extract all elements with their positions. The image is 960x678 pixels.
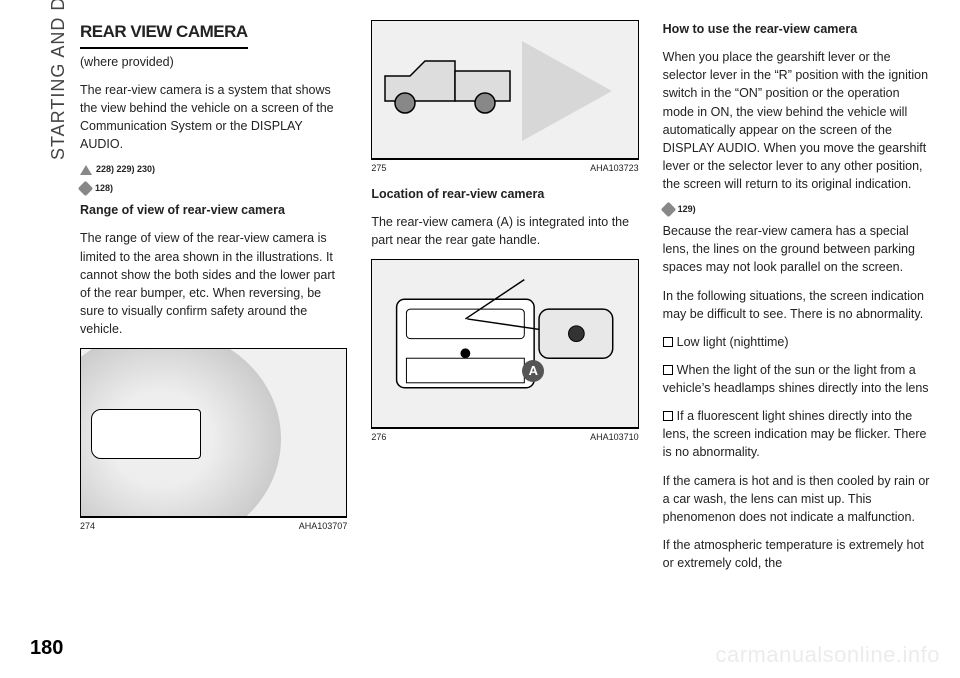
bullet-1-text: Low light (nighttime) — [677, 335, 789, 349]
bullet-2-text: When the light of the sun or the light f… — [663, 363, 929, 395]
page-number: 180 — [30, 637, 63, 660]
range-body: The range of view of the rear-view camer… — [80, 229, 347, 338]
howto-p2: Because the rear-view camera has a speci… — [663, 222, 930, 276]
figure-275-caption: 275 AHA103723 — [371, 162, 638, 175]
checkbox-icon — [663, 337, 673, 347]
warning-icon — [80, 165, 92, 175]
where-provided: (where provided) — [80, 53, 347, 71]
warning-refs: 228) 229) 230) — [80, 163, 347, 176]
column-3: How to use the rear-view camera When you… — [663, 20, 930, 620]
fig-276-num: 276 — [371, 431, 386, 444]
note-refs-129: 129) — [663, 203, 930, 216]
fig-274-num: 274 — [80, 520, 95, 533]
howto-p1: When you place the gearshift lever or th… — [663, 48, 930, 193]
column-2: 275 AHA103723 Location of rear-view came… — [371, 20, 638, 620]
checkbox-icon — [663, 411, 673, 421]
note-ref-number: 128) — [95, 182, 113, 195]
howto-p5: If the atmospheric temperature is extrem… — [663, 536, 930, 572]
fig-275-code: AHA103723 — [590, 162, 639, 175]
fig-276-code: AHA103710 — [590, 431, 639, 444]
bullet-2: When the light of the sun or the light f… — [663, 361, 930, 397]
howto-p4: If the camera is hot and is then cooled … — [663, 472, 930, 526]
note-icon — [78, 181, 94, 197]
subheading-range: Range of view of rear-view camera — [80, 201, 347, 219]
bullet-3: If a fluorescent light shines directly i… — [663, 407, 930, 461]
section-label: STARTING AND DRIVING — [48, 0, 69, 160]
content-columns: REAR VIEW CAMERA (where provided) The re… — [80, 20, 930, 620]
column-1: REAR VIEW CAMERA (where provided) The re… — [80, 20, 347, 620]
note-ref-129: 129) — [678, 203, 696, 216]
watermark: carmanualsonline.info — [715, 642, 940, 668]
figure-274 — [80, 348, 347, 518]
intro-paragraph: The rear-view camera is a system that sh… — [80, 81, 347, 154]
note-refs: 128) — [80, 182, 347, 195]
figure-275 — [371, 20, 638, 160]
checkbox-icon — [663, 365, 673, 375]
warning-ref-numbers: 228) 229) 230) — [96, 163, 155, 176]
howto-p3-intro: In the following situations, the screen … — [663, 287, 930, 323]
bullet-3-text: If a fluorescent light shines directly i… — [663, 409, 927, 459]
truck-side-svg — [380, 51, 520, 121]
bullet-1: Low light (nighttime) — [663, 333, 930, 351]
fig-275-num: 275 — [371, 162, 386, 175]
figure-276: A — [371, 259, 638, 429]
figure-274-caption: 274 AHA103707 — [80, 520, 347, 533]
note-icon — [660, 202, 676, 218]
location-body: The rear-view camera (A) is integrated i… — [371, 213, 638, 249]
figure-276-caption: 276 AHA103710 — [371, 431, 638, 444]
subheading-location: Location of rear-view camera — [371, 185, 638, 203]
truck-rear-svg — [372, 260, 637, 427]
main-heading: REAR VIEW CAMERA — [80, 20, 248, 49]
subheading-howto: How to use the rear-view camera — [663, 20, 930, 38]
fig-274-code: AHA103707 — [299, 520, 348, 533]
